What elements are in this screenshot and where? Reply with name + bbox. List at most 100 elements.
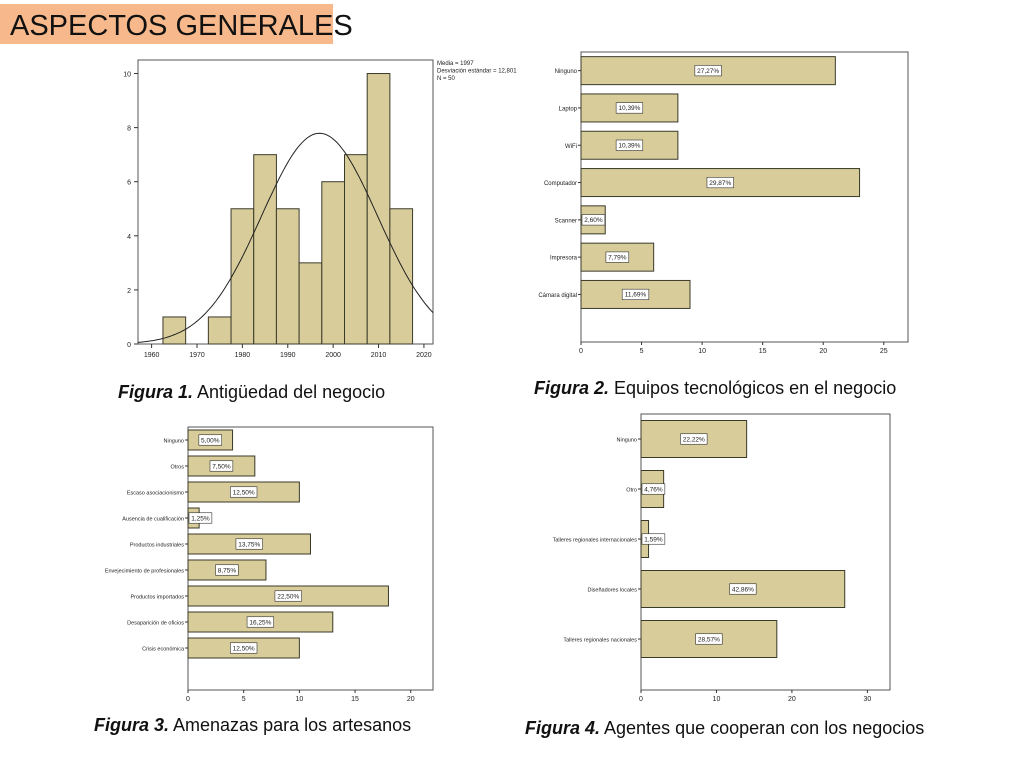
data-label-box	[246, 616, 274, 628]
x-tick-label: 25	[880, 348, 888, 355]
category-label: Diseñadores locales	[587, 588, 637, 594]
title-banner: ASPECTOS GENERALES	[0, 4, 353, 44]
x-tick-label: 30	[863, 696, 871, 703]
category-label: Ausencia de cualificación	[122, 517, 184, 523]
chart-agentes-cooperan: Ninguno 22,22% Otro 4,76% Talleres regionale…	[553, 413, 891, 703]
stats-label: N = 50	[437, 76, 456, 82]
data-label: 22,22%	[683, 436, 705, 443]
x-tick-label: 0	[186, 696, 190, 703]
y-tick-label: 8	[127, 126, 131, 133]
category-label: Talleres regionales nacionales	[563, 638, 637, 644]
data-label-box	[230, 642, 258, 654]
chart-antiguedad-histogram: 0 2 4 6 8 10 1960 1970 1980 1990 2000 2010 2020 Media…	[123, 59, 517, 359]
histogram-bar	[344, 154, 368, 345]
x-tick-label: 1960	[144, 352, 160, 359]
category-label: Otros	[171, 465, 185, 471]
data-label: 42,86%	[732, 586, 754, 593]
x-tick-label: 2020	[416, 352, 432, 359]
category-label: Crisis económica	[142, 647, 185, 653]
data-label-box	[615, 139, 644, 151]
histogram-bar	[162, 316, 187, 345]
category-label: WiFi	[565, 144, 577, 150]
stats-label: Desviación estándar = 12,801	[437, 69, 517, 75]
category-label: Productos importados	[131, 595, 185, 601]
data-label: 10,39%	[618, 143, 640, 150]
histogram-bar	[321, 181, 346, 345]
category-label: Desaparición de oficios	[127, 621, 184, 627]
slide-title: ASPECTOS GENERALES	[10, 10, 353, 42]
category-label: Scanner	[555, 218, 577, 224]
category-label: Ninguno	[617, 438, 638, 444]
category-label: Escaso asociacionismo	[127, 491, 184, 497]
x-tick-label: 10	[713, 696, 721, 703]
data-label-box	[729, 583, 757, 595]
x-tick-label: 20	[819, 348, 827, 355]
x-tick-label: 0	[579, 348, 583, 355]
data-label-box	[621, 288, 650, 300]
category-label: Ninguno	[164, 439, 185, 445]
data-label-box	[230, 486, 258, 498]
chart-amenazas-artesanos: Ninguno 5,00% Otros 7,50% Escaso asociacioni…	[105, 426, 434, 703]
data-label: 27,27%	[697, 68, 719, 75]
histogram-bar	[253, 154, 277, 345]
x-tick-label: 20	[788, 696, 796, 703]
category-label: Laptop	[559, 106, 578, 112]
y-tick-label: 0	[127, 342, 131, 349]
data-label: 2,60%	[584, 217, 603, 224]
category-label: Impresora	[550, 256, 578, 262]
category-label: Productos industriales	[130, 543, 184, 549]
histogram-bar	[230, 208, 255, 345]
caption-label: Figura 1.	[118, 382, 194, 402]
histogram-bar	[298, 262, 323, 345]
data-label-box	[215, 564, 239, 576]
data-label: 4,76%	[644, 486, 663, 493]
caption-text: Antigüedad del negocio	[193, 382, 386, 402]
data-label: 22,50%	[277, 593, 299, 600]
histogram-bar	[207, 316, 232, 345]
caption-text: Amenazas para los artesanos	[169, 715, 412, 735]
data-label-box	[188, 512, 213, 524]
data-label-box	[641, 483, 666, 495]
x-tick-label: 1980	[235, 352, 251, 359]
data-label-box	[581, 214, 606, 226]
x-tick-label: 1990	[280, 352, 296, 359]
x-tick-label: 5	[242, 696, 246, 703]
category-label: Computador	[544, 181, 577, 187]
y-tick-label: 2	[127, 288, 131, 295]
histogram-bar	[389, 208, 414, 345]
chart-equipos-tecnologicos: Ninguno 27,27% Laptop 10,39% WiFi 10,39% Compu…	[538, 51, 909, 355]
data-label: 5,00%	[201, 437, 220, 444]
category-label: Ninguno	[555, 69, 578, 75]
x-tick-label: 10	[698, 348, 706, 355]
data-label-box	[235, 538, 263, 550]
caption-label: Figura 4.	[525, 718, 601, 738]
caption-figure-3: Figura 3. Amenazas para los artesanos	[94, 715, 411, 736]
caption-figure-4: Figura 4. Agentes que cooperan con los n…	[525, 718, 924, 739]
x-tick-label: 15	[351, 696, 359, 703]
stats-label: Media = 1997	[437, 61, 474, 67]
y-tick-label: 10	[123, 72, 131, 79]
data-label: 16,25%	[249, 619, 271, 626]
data-label: 8,75%	[218, 567, 237, 574]
data-label-box	[706, 177, 734, 189]
data-label-box	[198, 434, 222, 446]
caption-figure-1: Figura 1. Antigüedad del negocio	[118, 382, 385, 403]
category-label: Cámara digital	[538, 293, 577, 299]
data-label: 28,57%	[698, 636, 720, 643]
histogram-bar	[366, 73, 391, 345]
data-label: 12,50%	[233, 645, 255, 652]
x-tick-label: 0	[639, 696, 643, 703]
x-tick-label: 20	[407, 696, 415, 703]
data-label: 11,69%	[625, 292, 647, 299]
y-tick-label: 6	[127, 180, 131, 187]
data-label: 10,39%	[618, 105, 640, 112]
category-label: Envejecimiento de profesionales	[105, 569, 184, 575]
data-label-box	[209, 460, 234, 472]
data-label-box	[615, 102, 644, 114]
category-label: Otro	[626, 488, 637, 494]
data-label-box	[641, 533, 666, 545]
caption-text: Agentes que cooperan con los negocios	[600, 718, 925, 738]
data-label-box	[605, 251, 630, 263]
caption-label: Figura 2.	[534, 378, 610, 398]
data-label: 1,25%	[191, 515, 210, 522]
